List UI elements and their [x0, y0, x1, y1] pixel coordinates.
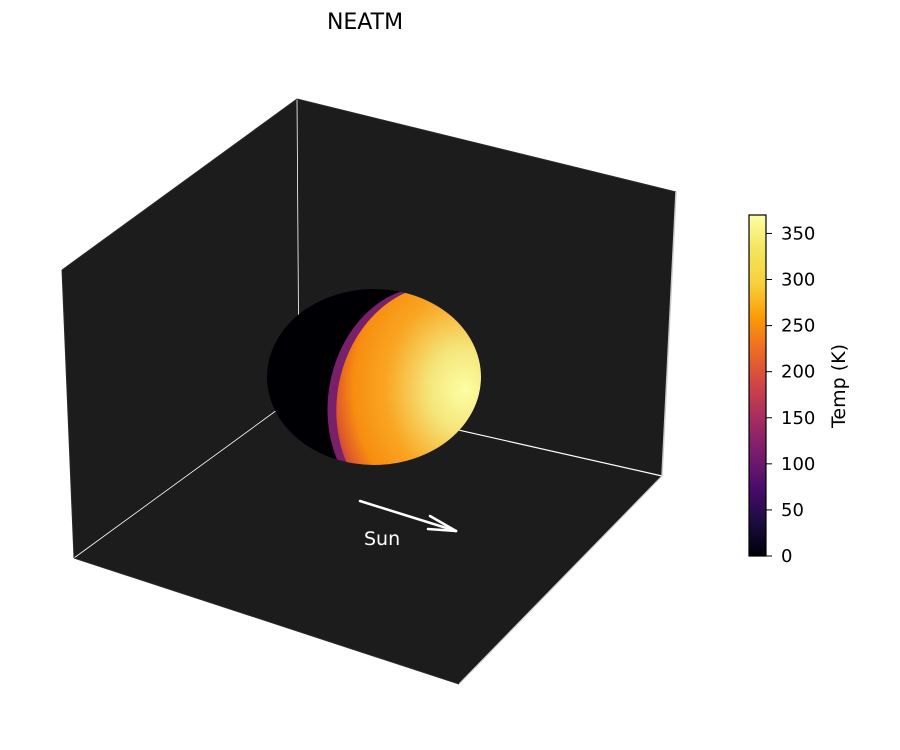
colorbar-tick-label: 250: [781, 316, 815, 337]
sun-arrow: [358, 499, 458, 533]
colorbar-tick-label: 300: [781, 270, 815, 291]
colorbar-tick-label: 0: [781, 546, 792, 567]
colorbar-tick-label: 150: [781, 408, 815, 429]
colorbar-label: Temp (K): [828, 344, 850, 429]
day-side: [336, 290, 481, 465]
colorbar-tick-label: 100: [781, 454, 815, 475]
pane-left: [62, 99, 299, 558]
colorbar-tick-label: 200: [781, 362, 815, 383]
colorbar: 0 50 100 150 200 250 300 350: [748, 214, 815, 567]
colorbar-gradient: [748, 214, 767, 557]
colorbar-tick-label: 50: [781, 500, 804, 521]
colorbar-tick-label: 350: [781, 223, 815, 244]
chart-title: NEATM: [326, 10, 404, 35]
sun-label: Sun: [364, 528, 400, 550]
pane-edges: [61, 98, 677, 685]
pane-floor: [74, 394, 662, 684]
temperature-surface: [267, 289, 481, 465]
